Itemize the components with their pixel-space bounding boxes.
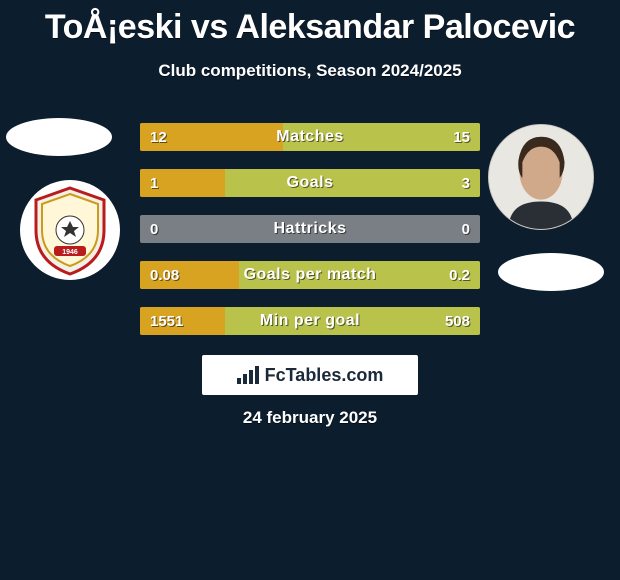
page-subtitle: Club competitions, Season 2024/2025 (0, 61, 620, 81)
stat-row-hattricks: 0 Hattricks 0 (140, 215, 480, 243)
player1-club-crest: 1946 (20, 180, 120, 280)
stat-row-goals-per-match: 0.08 Goals per match 0.2 (140, 261, 480, 289)
person-icon (489, 125, 593, 229)
svg-text:1946: 1946 (62, 249, 78, 256)
stat-label: Goals (140, 169, 480, 197)
stat-right-value: 3 (452, 169, 480, 197)
footer-date: 24 february 2025 (0, 408, 620, 428)
stat-row-matches: 12 Matches 15 (140, 123, 480, 151)
player2-club-placeholder (498, 253, 604, 291)
stats-container: 12 Matches 15 1 Goals 3 0 Hattricks 0 0.… (140, 123, 480, 353)
stat-label: Hattricks (140, 215, 480, 243)
stat-label: Min per goal (140, 307, 480, 335)
stat-label: Goals per match (140, 261, 480, 289)
stat-row-goals: 1 Goals 3 (140, 169, 480, 197)
bars-icon (237, 366, 259, 384)
stat-right-value: 0 (452, 215, 480, 243)
player1-avatar-placeholder (6, 118, 112, 156)
brand-logo: FcTables.com (202, 355, 418, 395)
stat-right-value: 15 (443, 123, 480, 151)
brand-logo-text: FcTables.com (265, 365, 384, 386)
stat-label: Matches (140, 123, 480, 151)
stat-right-value: 508 (435, 307, 480, 335)
stat-row-min-per-goal: 1551 Min per goal 508 (140, 307, 480, 335)
page-title: ToÅ¡eski vs Aleksandar Palocevic (0, 0, 620, 47)
stat-right-value: 0.2 (439, 261, 480, 289)
player2-avatar (488, 124, 594, 230)
shield-icon: 1946 (20, 180, 120, 280)
